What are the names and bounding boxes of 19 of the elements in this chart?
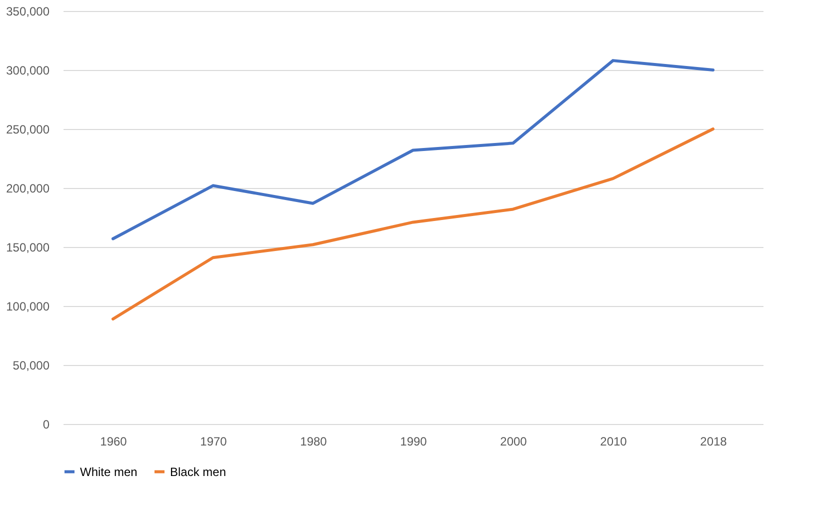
y-tick-label: 300,000 (6, 64, 50, 78)
legend-label: White men (80, 464, 138, 479)
y-tick-label: 50,000 (12, 358, 50, 372)
y-tick-label: 200,000 (6, 182, 50, 196)
y-tick-label: 100,000 (6, 300, 50, 314)
line-series (112, 59, 714, 240)
y-tick-label: 250,000 (6, 122, 50, 136)
x-tick-label: 1980 (300, 434, 328, 448)
x-tick-label: 2018 (700, 434, 728, 448)
y-tick-label: 350,000 (6, 4, 50, 18)
line-series (112, 128, 714, 320)
y-tick-label: 150,000 (6, 240, 50, 254)
legend-label: Black men (170, 464, 226, 479)
x-tick-label: 1990 (400, 434, 428, 448)
x-tick-label: 1970 (200, 434, 228, 448)
x-tick-label: 1960 (100, 434, 128, 448)
y-tick-label: 0 (42, 418, 50, 432)
x-tick-label: 2000 (500, 434, 528, 448)
x-tick-label: 2010 (600, 434, 628, 448)
